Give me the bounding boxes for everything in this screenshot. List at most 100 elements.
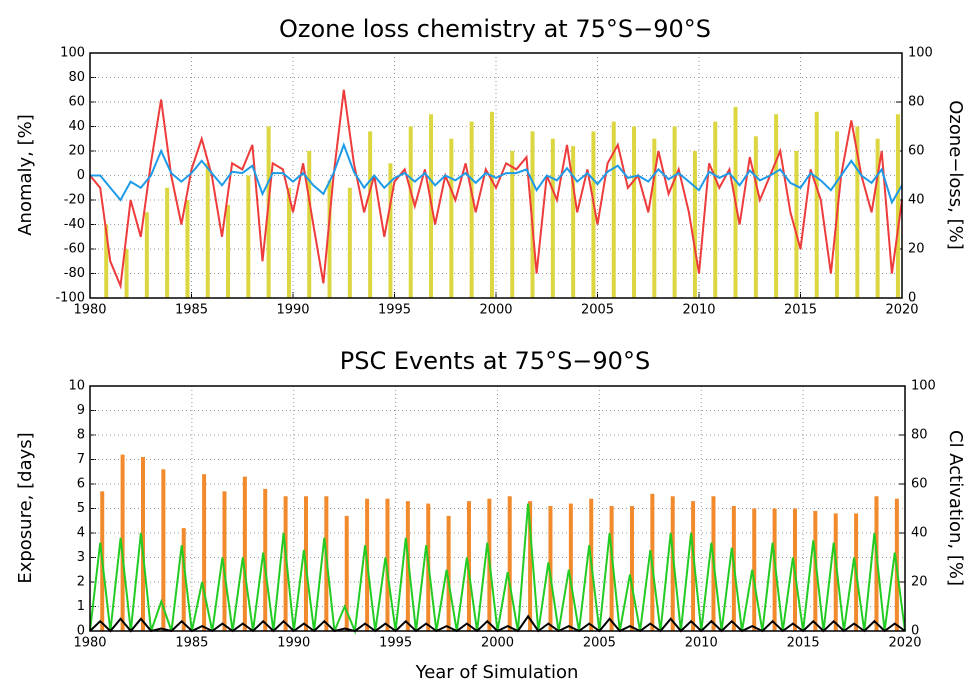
plot-frame <box>89 52 903 299</box>
y-tick-label: 0 <box>77 624 85 639</box>
y-tick-label: 100 <box>60 46 85 61</box>
y-tick-label: -80 <box>64 266 85 281</box>
y-tick-label: 2 <box>77 575 85 590</box>
bar <box>405 501 410 631</box>
y2-tick-label: 80 <box>908 95 925 110</box>
bar <box>813 510 818 631</box>
bar <box>344 515 349 631</box>
bar <box>652 138 657 298</box>
y-tick-label: 20 <box>68 144 85 159</box>
bar <box>388 163 393 298</box>
bar <box>144 212 149 298</box>
y-tick-label: 3 <box>77 550 85 565</box>
bar <box>124 249 129 298</box>
bar <box>528 501 533 631</box>
y-tick-label: 4 <box>77 526 85 541</box>
y2-tick-label: 80 <box>911 428 928 443</box>
bar <box>347 187 352 298</box>
y2-tick-label: 40 <box>908 193 925 208</box>
bar <box>283 496 288 631</box>
y-tick-label: 6 <box>77 477 85 492</box>
y-tick-label: 0 <box>77 168 85 183</box>
y2-axis-label: Cl Activation, [%] <box>945 430 966 586</box>
y2-tick-label: 40 <box>911 526 928 541</box>
bar <box>691 501 696 631</box>
y-tick-label: -100 <box>55 291 85 306</box>
bar <box>629 506 634 631</box>
bar <box>286 187 291 298</box>
bar <box>489 111 494 298</box>
bar <box>368 131 373 298</box>
x-tick-label: 1985 <box>175 303 208 318</box>
bar <box>120 454 125 631</box>
y2-tick-label: 60 <box>911 477 928 492</box>
bar <box>446 515 451 631</box>
x-tick-label: 1990 <box>277 636 310 651</box>
bar <box>632 126 637 298</box>
bar <box>449 138 454 298</box>
bar <box>833 513 838 631</box>
y-tick-label: -20 <box>64 193 85 208</box>
y2-tick-label: 100 <box>908 46 933 61</box>
bar <box>672 126 677 298</box>
y-tick-label: 60 <box>68 95 85 110</box>
bar <box>571 146 576 298</box>
bar <box>202 474 207 631</box>
bar <box>609 506 614 631</box>
bar <box>185 200 190 298</box>
y-tick-label: 7 <box>77 452 85 467</box>
x-tick-label: 1980 <box>73 636 106 651</box>
y-tick-label: 9 <box>77 403 85 418</box>
bar <box>752 508 757 631</box>
y2-tick-label: 60 <box>908 144 925 159</box>
x-tick-label: 2010 <box>682 303 715 318</box>
y-tick-label: 5 <box>77 501 85 516</box>
bar <box>875 138 880 298</box>
line <box>90 142 903 205</box>
bar <box>530 131 535 298</box>
y-axis-label: Anomaly, [%] <box>15 114 36 236</box>
bar <box>181 528 186 631</box>
x-axis-label: Year of Simulation <box>415 662 579 683</box>
bar <box>266 126 271 298</box>
chart-title: Ozone loss chemistry at 75°S−90°S <box>279 15 711 43</box>
bar <box>242 476 247 631</box>
x-tick-label: 1980 <box>73 303 106 318</box>
x-tick-label: 2005 <box>581 303 614 318</box>
bar <box>591 131 596 298</box>
bar <box>307 151 312 298</box>
bar <box>550 138 555 298</box>
bar <box>161 469 166 631</box>
bar <box>222 491 227 631</box>
line <box>89 89 903 290</box>
y2-tick-label: 0 <box>911 624 919 639</box>
bar <box>774 114 779 298</box>
bar <box>104 224 109 298</box>
x-tick-label: 2005 <box>583 636 616 651</box>
x-tick-label: 2015 <box>784 303 817 318</box>
bar <box>772 508 777 631</box>
y2-tick-label: 100 <box>911 379 936 394</box>
bar <box>385 498 390 631</box>
x-tick-label: 2000 <box>479 303 512 318</box>
bar <box>507 496 512 631</box>
bar <box>611 121 616 298</box>
x-tick-label: 2015 <box>787 636 820 651</box>
y2-tick-label: 20 <box>908 242 925 257</box>
bar <box>855 126 860 298</box>
y2-tick-label: 0 <box>908 291 916 306</box>
bar <box>246 175 251 298</box>
bar <box>713 121 718 298</box>
y-tick-label: -40 <box>64 217 85 232</box>
x-tick-label: 2010 <box>685 636 718 651</box>
x-tick-label: 2020 <box>888 636 921 651</box>
x-tick-label: 1990 <box>276 303 309 318</box>
bar <box>814 111 819 298</box>
bar <box>670 496 675 631</box>
x-tick-label: 1995 <box>379 636 412 651</box>
bar <box>794 151 799 298</box>
x-tick-label: 2000 <box>481 636 514 651</box>
y-tick-label: -60 <box>64 242 85 257</box>
y-tick-label: 80 <box>68 70 85 85</box>
bar <box>226 204 231 298</box>
